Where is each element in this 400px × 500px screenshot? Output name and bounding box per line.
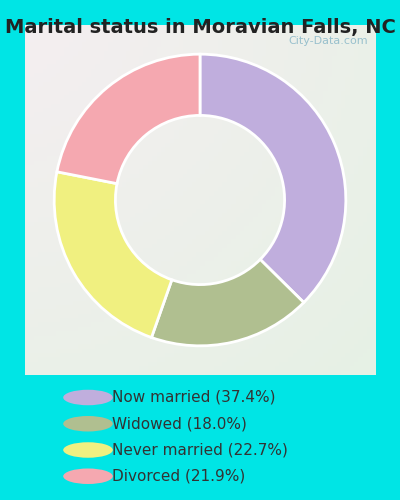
Wedge shape: [57, 54, 200, 184]
Text: City-Data.com: City-Data.com: [288, 36, 368, 46]
Text: Divorced (21.9%): Divorced (21.9%): [112, 469, 245, 484]
Wedge shape: [54, 172, 172, 338]
Text: Widowed (18.0%): Widowed (18.0%): [112, 416, 247, 431]
Circle shape: [63, 468, 113, 484]
Circle shape: [63, 390, 113, 405]
Wedge shape: [200, 54, 346, 302]
Wedge shape: [152, 260, 304, 346]
Circle shape: [63, 442, 113, 458]
Circle shape: [63, 416, 113, 432]
Text: Marital status in Moravian Falls, NC: Marital status in Moravian Falls, NC: [4, 18, 396, 36]
Text: Never married (22.7%): Never married (22.7%): [112, 442, 288, 458]
Text: Now married (37.4%): Now married (37.4%): [112, 390, 276, 405]
